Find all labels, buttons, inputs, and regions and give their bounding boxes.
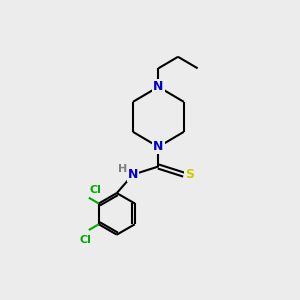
Text: Cl: Cl <box>80 236 91 245</box>
Text: Cl: Cl <box>90 184 102 195</box>
Text: N: N <box>128 168 138 181</box>
Text: H: H <box>118 164 127 174</box>
Text: N: N <box>153 140 164 153</box>
Text: N: N <box>153 80 164 93</box>
Text: S: S <box>185 168 194 181</box>
